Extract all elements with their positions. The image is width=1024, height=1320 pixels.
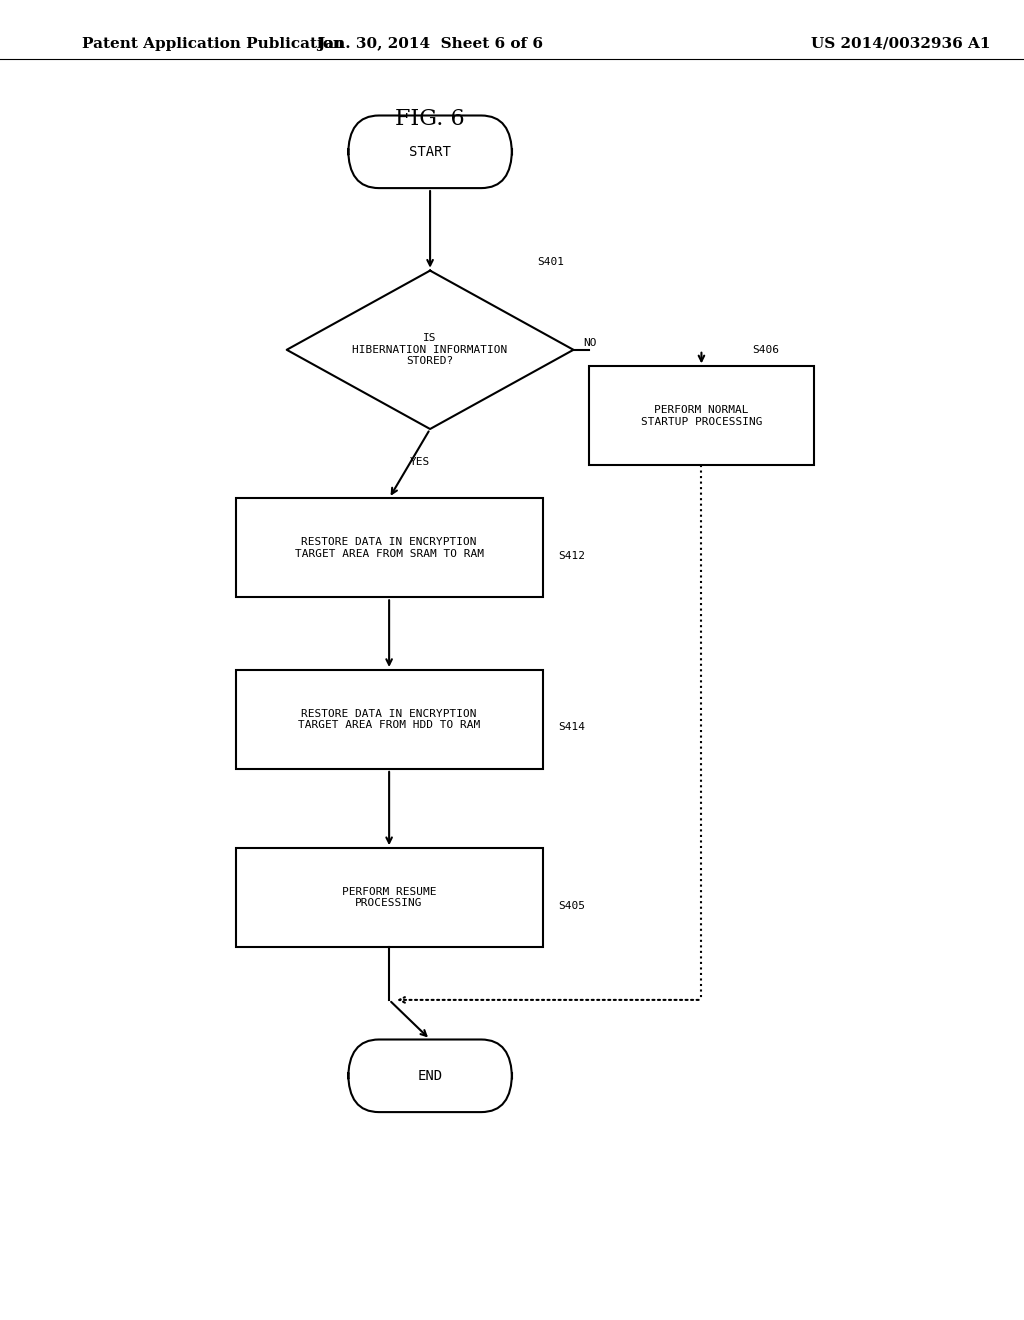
Text: S405: S405: [558, 900, 585, 911]
Text: RESTORE DATA IN ENCRYPTION
TARGET AREA FROM SRAM TO RAM: RESTORE DATA IN ENCRYPTION TARGET AREA F…: [295, 537, 483, 558]
Text: END: END: [418, 1069, 442, 1082]
Text: Patent Application Publication: Patent Application Publication: [82, 37, 344, 50]
Text: PERFORM RESUME
PROCESSING: PERFORM RESUME PROCESSING: [342, 887, 436, 908]
Text: Jan. 30, 2014  Sheet 6 of 6: Jan. 30, 2014 Sheet 6 of 6: [317, 37, 543, 50]
Text: IS
HIBERNATION INFORMATION
STORED?: IS HIBERNATION INFORMATION STORED?: [352, 333, 508, 367]
Text: RESTORE DATA IN ENCRYPTION
TARGET AREA FROM HDD TO RAM: RESTORE DATA IN ENCRYPTION TARGET AREA F…: [298, 709, 480, 730]
Text: S414: S414: [558, 722, 585, 733]
Text: US 2014/0032936 A1: US 2014/0032936 A1: [811, 37, 991, 50]
Text: FIG. 6: FIG. 6: [395, 108, 465, 129]
Bar: [236, 847, 543, 948]
FancyBboxPatch shape: [348, 115, 512, 187]
Text: S412: S412: [558, 550, 585, 561]
Bar: [236, 499, 543, 597]
Text: S406: S406: [753, 345, 779, 355]
FancyBboxPatch shape: [348, 1040, 512, 1111]
Text: PERFORM NORMAL
STARTUP PROCESSING: PERFORM NORMAL STARTUP PROCESSING: [641, 405, 762, 426]
Text: YES: YES: [410, 457, 430, 467]
Bar: [236, 671, 543, 768]
Text: START: START: [410, 145, 451, 158]
Text: S401: S401: [538, 256, 564, 267]
Text: NO: NO: [584, 338, 597, 348]
Bar: [589, 366, 814, 465]
